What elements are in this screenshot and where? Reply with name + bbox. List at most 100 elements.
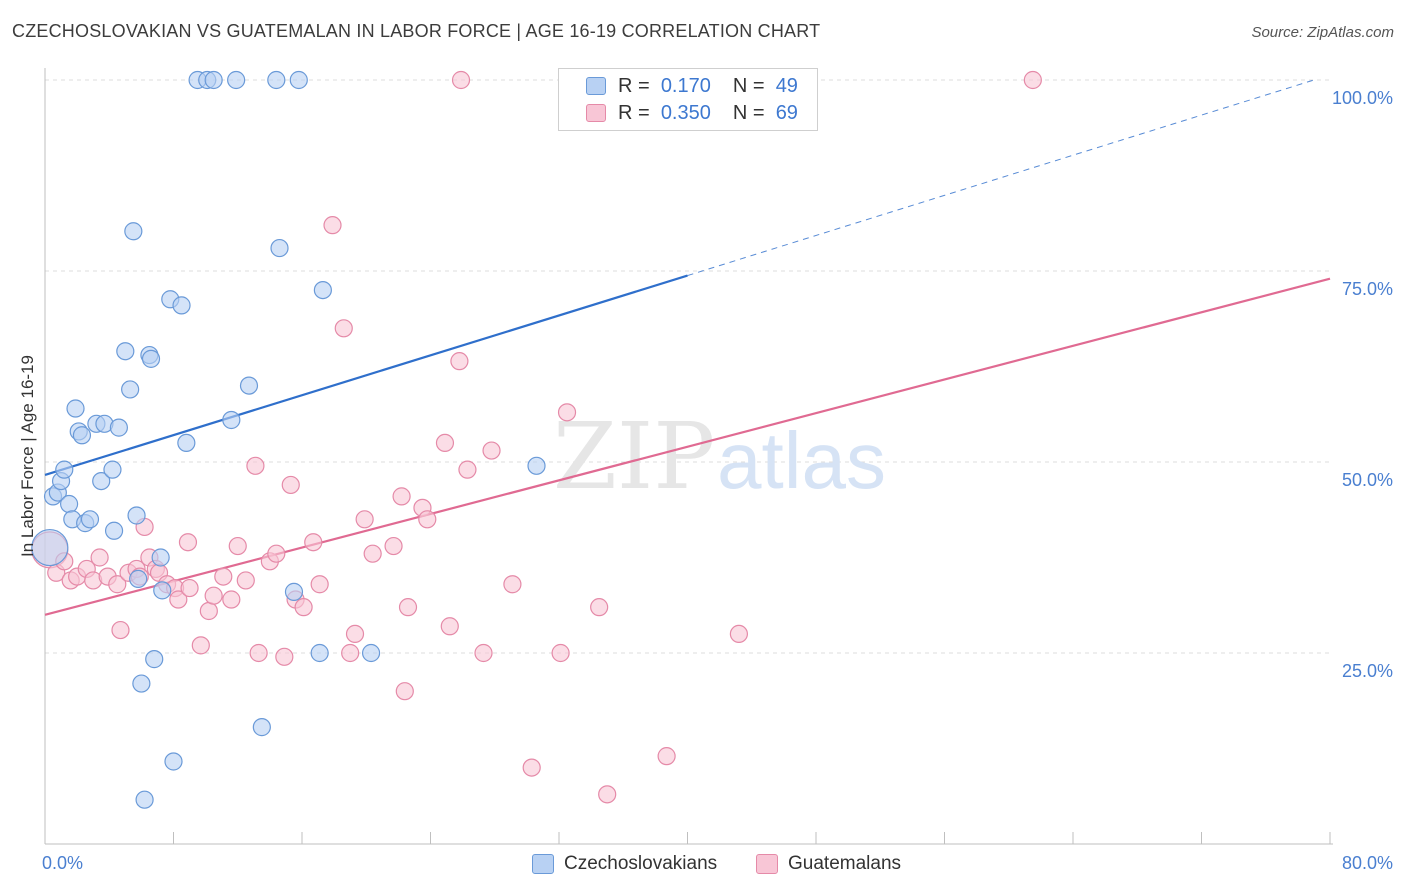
r-label: R = — [618, 101, 650, 124]
guat-point — [236, 571, 255, 590]
czech-point — [31, 528, 69, 567]
guat-point — [191, 636, 210, 655]
czech-point — [164, 752, 183, 771]
guat-point — [345, 624, 365, 644]
guat-point — [246, 456, 265, 475]
czech-point — [121, 380, 140, 399]
czech-point — [135, 790, 154, 809]
czech-point — [284, 582, 304, 601]
guat-point — [304, 533, 323, 552]
guat-point — [281, 475, 300, 495]
guat-point — [657, 747, 676, 766]
guat-point — [458, 460, 477, 479]
czech-point — [270, 238, 289, 258]
czech-point — [222, 410, 241, 430]
r-value: 0.350 — [660, 101, 711, 124]
czech-point — [310, 643, 329, 663]
legend-item-guat[interactable]: Guatemalans — [756, 853, 901, 875]
czech-point — [153, 581, 172, 600]
guat-swatch — [586, 104, 606, 122]
guat-point — [590, 598, 609, 617]
guat-legend-swatch — [756, 854, 778, 874]
guat-point — [90, 548, 109, 567]
czech-point — [92, 472, 111, 491]
legend-row-guat: R = 0.350 N = 69 — [586, 100, 798, 126]
guat-point — [474, 643, 493, 663]
czech-point — [109, 418, 128, 437]
czech-point — [66, 399, 85, 418]
guat-point — [384, 536, 403, 556]
y-tick-label: 50.0% — [1342, 470, 1393, 490]
guat-point — [522, 758, 541, 777]
czech-point — [132, 674, 151, 693]
guat-point — [435, 433, 455, 452]
n-label: N = — [732, 74, 765, 97]
y-tick-label: 75.0% — [1342, 279, 1393, 299]
czech-point — [313, 281, 332, 300]
guat-point — [228, 536, 247, 556]
czech-point — [361, 643, 381, 663]
czech-point — [127, 506, 146, 525]
guat-point — [178, 533, 198, 552]
gridlines — [45, 79, 1330, 654]
guat-point — [451, 70, 471, 90]
guat-point — [334, 319, 353, 338]
n-value: 49 — [775, 74, 798, 97]
czech-point — [141, 349, 161, 368]
x-tick-label-max: 80.0% — [1342, 853, 1393, 873]
czech-point — [239, 376, 259, 395]
guat-point — [557, 403, 577, 422]
czech-point — [72, 426, 92, 445]
guat-point — [355, 510, 374, 529]
guat-point — [503, 575, 522, 594]
guat-point — [108, 575, 127, 594]
y-axis-label: In Labor Force | Age 16-19 — [18, 355, 37, 557]
czech-point — [227, 70, 246, 90]
czech-trend-line — [44, 274, 688, 477]
guat-point — [363, 544, 382, 563]
guat-point — [199, 601, 218, 621]
guat-point — [275, 647, 294, 666]
guat-point — [398, 598, 418, 617]
czech-point — [177, 433, 196, 452]
guat-point — [310, 575, 329, 594]
czech-swatch — [586, 77, 606, 95]
czech-point — [104, 521, 124, 540]
watermark: ZIP atlas — [553, 403, 886, 510]
guat-point — [482, 441, 501, 460]
legend-item-czech[interactable]: Czechoslovakians — [532, 853, 717, 875]
czech-point — [116, 342, 135, 361]
czech-point — [204, 70, 223, 90]
guat-point — [1023, 70, 1042, 90]
czech-legend-label: Czechoslovakians — [564, 853, 718, 874]
guat-point — [598, 785, 617, 804]
guat-legend-label: Guatemalans — [788, 853, 902, 874]
czech-legend-swatch — [532, 854, 554, 874]
guat-point — [395, 682, 414, 701]
source-text: Source: ZipAtlas.com — [1251, 24, 1394, 41]
guat-point — [551, 643, 570, 663]
guat-point — [450, 352, 469, 371]
czech-point — [172, 296, 191, 315]
guat-point — [204, 586, 223, 605]
guat-point — [169, 590, 188, 609]
watermark-atlas: atlas — [717, 416, 886, 505]
czech-point — [55, 460, 74, 479]
czech-point — [252, 718, 271, 737]
chart-title: CZECHOSLOVAKIAN VS GUATEMALAN IN LABOR F… — [12, 21, 821, 41]
czech-point — [129, 569, 148, 588]
y-tick-label: 100.0% — [1332, 88, 1393, 108]
guat-point — [249, 643, 268, 663]
czech-point — [103, 460, 122, 479]
axes — [44, 68, 1333, 845]
guat-point — [214, 567, 233, 586]
guat-point — [341, 643, 360, 663]
guat-point — [294, 598, 313, 617]
x-tick-label-min: 0.0% — [42, 853, 83, 873]
czech-point — [527, 456, 546, 475]
watermark-zip: ZIP — [553, 403, 715, 510]
stats-legend: R = 0.170 N = 49 R = 0.350 N = 69 — [558, 68, 818, 131]
guat-point — [180, 578, 199, 598]
guat-point — [440, 617, 459, 636]
